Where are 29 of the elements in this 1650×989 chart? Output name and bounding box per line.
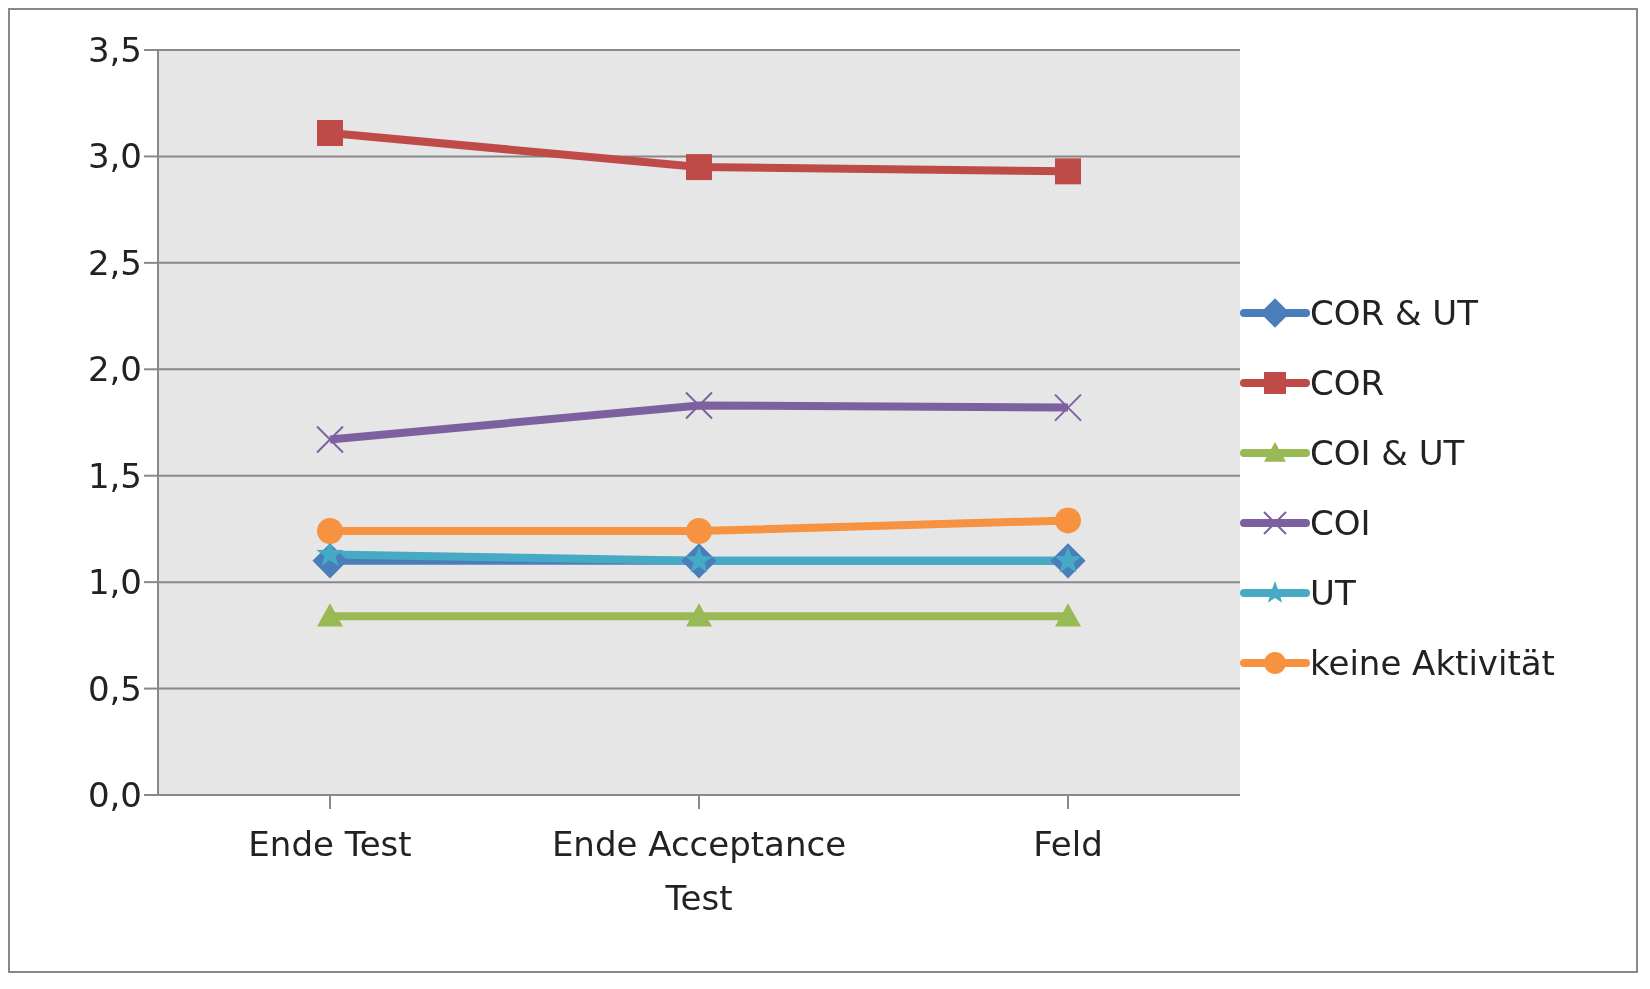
point [1054, 393, 1082, 422]
x-tick-label: Feld [1033, 824, 1103, 864]
legend-label: COR & UT [1310, 292, 1478, 333]
point [1055, 158, 1081, 185]
legend-label: COI [1310, 502, 1371, 543]
point [686, 154, 712, 181]
legend-label: UT [1310, 572, 1356, 613]
y-tick-label: 3,5 [87, 30, 142, 71]
legend-label: COR [1310, 362, 1385, 403]
y-tick-label: 2,5 [87, 242, 142, 283]
y-tick-label: 3,0 [87, 136, 142, 177]
point [685, 391, 713, 420]
y-tick-label: 0,0 [87, 775, 142, 816]
point [1055, 603, 1081, 627]
legend-label: keine Aktivität [1310, 642, 1555, 683]
x-tick-label: Ende Test [248, 824, 412, 864]
y-tick-label: 2,0 [87, 349, 142, 390]
point [686, 518, 712, 545]
legend-label: COI & UT [1310, 432, 1465, 473]
x-tick-label: Ende Acceptance Test [551, 824, 847, 918]
y-tick-label: 0,5 [87, 668, 142, 709]
y-tick-label: 1,5 [87, 455, 142, 496]
point [1055, 507, 1081, 534]
point [686, 603, 712, 627]
point [317, 120, 343, 147]
point [317, 518, 343, 545]
y-tick-label: 1,0 [87, 562, 142, 603]
point [317, 603, 343, 627]
point [316, 425, 344, 454]
